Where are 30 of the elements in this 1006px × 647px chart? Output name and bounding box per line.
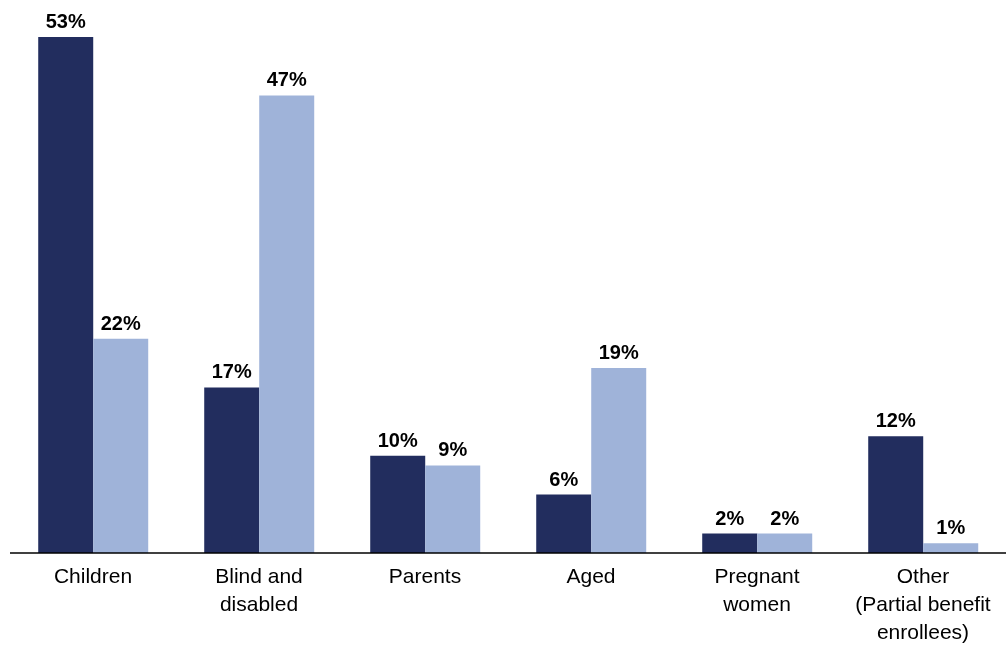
data-label: 6% — [549, 467, 579, 490]
x-tick-label: Parents — [388, 564, 462, 587]
x-tick-label: Blind and disabled — [215, 564, 303, 615]
bar — [923, 543, 979, 553]
bar — [757, 533, 813, 553]
data-label: 17% — [211, 360, 252, 383]
bar — [259, 95, 315, 553]
x-tick-label: Children — [53, 564, 133, 587]
data-label: 22% — [100, 311, 141, 334]
data-label: 2% — [715, 506, 745, 529]
bar — [93, 338, 149, 553]
bar — [591, 368, 647, 553]
bar — [370, 455, 426, 553]
bar — [868, 436, 924, 553]
data-label: 12% — [875, 409, 916, 432]
bar — [425, 465, 481, 553]
data-label: 2% — [770, 506, 800, 529]
data-label: 47% — [266, 68, 307, 91]
x-tick-label: Aged — [566, 564, 616, 587]
data-label: 9% — [438, 438, 468, 461]
data-label: 19% — [598, 341, 639, 364]
bar — [702, 533, 758, 553]
data-label: 1% — [936, 516, 966, 539]
bar — [536, 494, 592, 553]
data-label: 53% — [45, 10, 86, 32]
bar — [204, 387, 260, 553]
x-tick-label: Pregnant women — [714, 564, 800, 615]
data-label: 10% — [377, 428, 418, 451]
x-tick-label: Other (Partial benefit enrollees) — [855, 564, 991, 643]
bar — [38, 37, 94, 553]
